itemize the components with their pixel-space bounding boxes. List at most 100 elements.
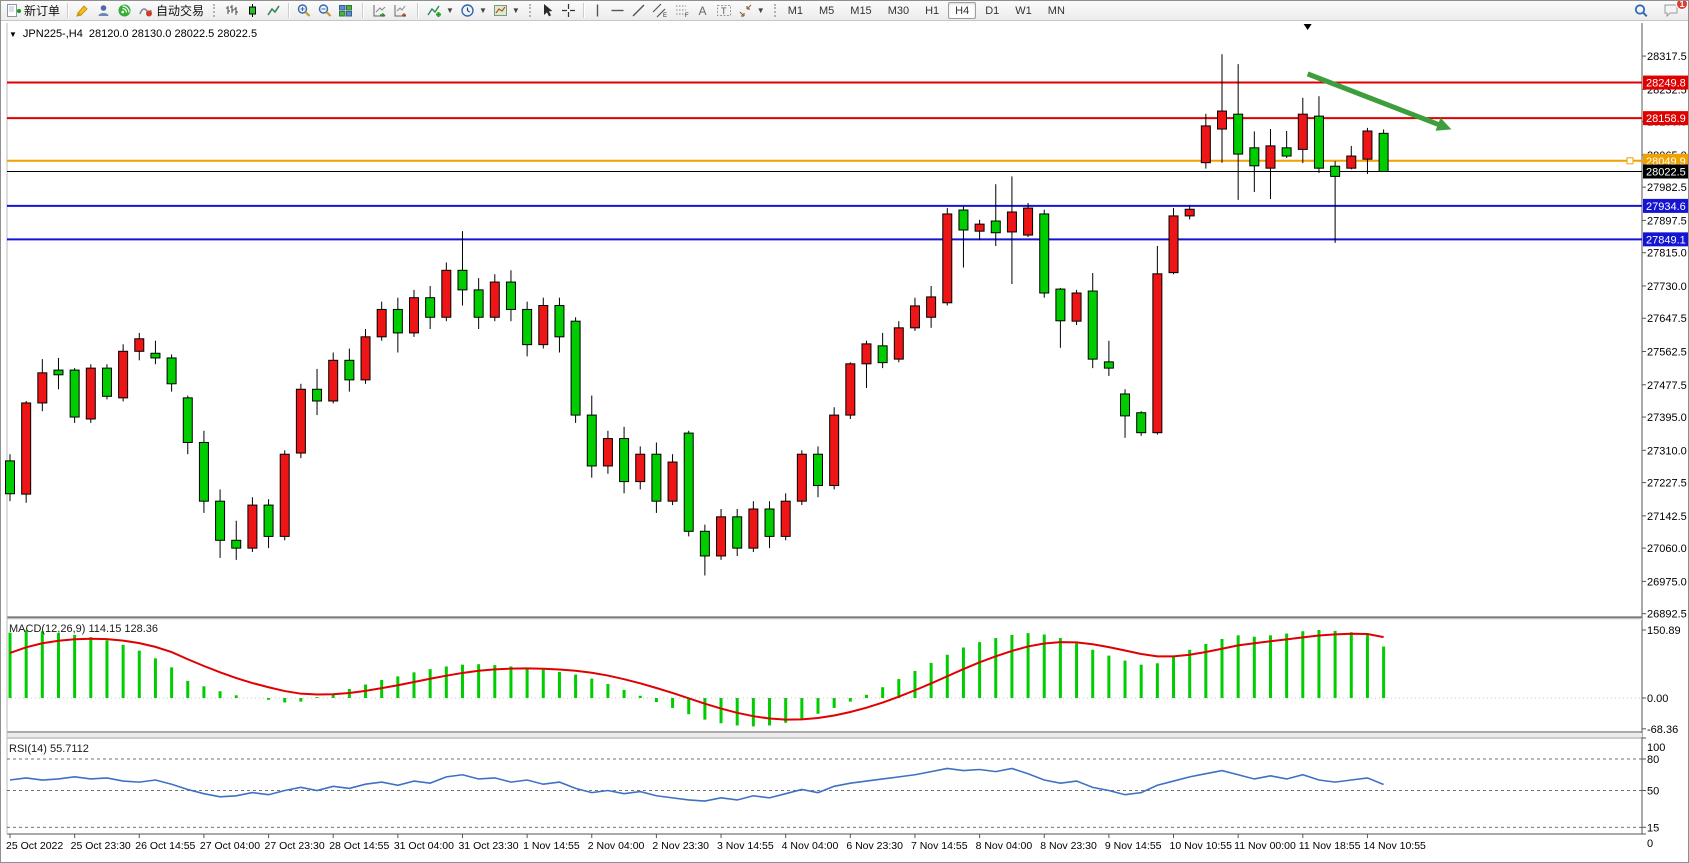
candle bbox=[829, 407, 840, 490]
timeframe-m30[interactable]: M30 bbox=[887, 4, 910, 17]
timeframe-h1[interactable]: H1 bbox=[925, 4, 940, 17]
candle bbox=[699, 524, 710, 576]
periods-button[interactable]: ▼ bbox=[457, 2, 490, 20]
candle bbox=[1071, 289, 1082, 326]
separator bbox=[582, 3, 584, 18]
text-button[interactable]: A bbox=[693, 2, 713, 20]
crosshair-button[interactable] bbox=[558, 2, 579, 20]
level-lines-layer bbox=[7, 81, 1642, 241]
chart-shift-icon bbox=[393, 3, 408, 18]
zoom-in-button[interactable] bbox=[293, 2, 314, 20]
candle bbox=[441, 262, 452, 322]
candle bbox=[1265, 129, 1276, 200]
candle bbox=[344, 348, 355, 392]
highlighter-button[interactable] bbox=[72, 2, 93, 20]
candlestick-chart-icon bbox=[245, 3, 260, 18]
notification-badge: 1 bbox=[1676, 1, 1688, 10]
candle bbox=[635, 446, 646, 490]
candle bbox=[37, 359, 48, 412]
price-tag-28022.5: 28022.5 bbox=[1643, 164, 1688, 179]
level-line-handle[interactable] bbox=[1626, 157, 1634, 165]
separator bbox=[67, 3, 69, 18]
candle bbox=[538, 297, 549, 349]
candle bbox=[877, 332, 888, 369]
vertical-line-button[interactable] bbox=[588, 2, 607, 20]
svg-text:26 Oct 14:55: 26 Oct 14:55 bbox=[135, 840, 195, 852]
svg-text:3 Nov 14:55: 3 Nov 14:55 bbox=[717, 840, 774, 852]
separator bbox=[362, 3, 364, 18]
svg-text:2 Nov 04:00: 2 Nov 04:00 bbox=[588, 840, 645, 852]
chat-button[interactable]: 1 bbox=[1660, 1, 1688, 20]
macd-panel: 150.89 0.00 -68.36 bbox=[7, 625, 1681, 736]
indicators-icon bbox=[427, 3, 442, 18]
svg-text:6 Nov 23:30: 6 Nov 23:30 bbox=[846, 840, 903, 852]
toolbar-grip[interactable] bbox=[213, 4, 216, 17]
cursor-button[interactable] bbox=[537, 2, 558, 20]
svg-text:4 Nov 04:00: 4 Nov 04:00 bbox=[782, 840, 839, 852]
chevron-down-icon: ▼ bbox=[511, 6, 520, 15]
tile-windows-button[interactable] bbox=[335, 2, 356, 20]
candle bbox=[101, 364, 112, 400]
candle bbox=[473, 278, 484, 329]
equidistant-channel-button[interactable]: E bbox=[649, 2, 671, 20]
separator bbox=[417, 3, 419, 18]
timeframe-mn[interactable]: MN bbox=[1047, 4, 1065, 17]
price-axis: 28317.528232.528150.028065.027982.527897… bbox=[1642, 51, 1687, 621]
candle bbox=[489, 274, 500, 322]
trendline-button[interactable] bbox=[628, 2, 649, 20]
candle bbox=[667, 454, 678, 506]
candle bbox=[1039, 209, 1050, 298]
zoom-out-button[interactable] bbox=[314, 2, 335, 20]
svg-text:0: 0 bbox=[1647, 838, 1653, 850]
candle bbox=[1168, 208, 1179, 275]
candle bbox=[602, 430, 613, 474]
svg-text:1 Nov 14:55: 1 Nov 14:55 bbox=[523, 840, 580, 852]
candle bbox=[958, 206, 969, 268]
fibonacci-button[interactable]: F bbox=[671, 2, 693, 20]
svg-text:28158.9: 28158.9 bbox=[1646, 113, 1686, 125]
timeframe-h4[interactable]: H4 bbox=[948, 2, 977, 19]
chart-shift-marker[interactable] bbox=[1303, 24, 1312, 30]
timeframe-m15[interactable]: M15 bbox=[850, 4, 872, 17]
chart-dropdown-icon[interactable]: ▼ bbox=[9, 29, 17, 39]
cursor-icon bbox=[540, 3, 555, 18]
candle bbox=[5, 454, 15, 502]
profile-button[interactable] bbox=[93, 2, 114, 20]
horizontal-line-button[interactable] bbox=[607, 2, 628, 20]
text-label-button[interactable]: T bbox=[713, 2, 735, 20]
svg-text:25 Oct 23:30: 25 Oct 23:30 bbox=[71, 840, 131, 852]
timeframe-m5[interactable]: M5 bbox=[819, 4, 835, 17]
timeframe-d1[interactable]: D1 bbox=[985, 4, 1000, 17]
periods-icon bbox=[460, 3, 475, 18]
chart-shift-button[interactable] bbox=[390, 2, 411, 20]
svg-text:0.00: 0.00 bbox=[1647, 693, 1668, 705]
bar-chart-button[interactable] bbox=[221, 2, 242, 20]
candle bbox=[586, 395, 597, 478]
auto-trading-button[interactable]: 自动交易 bbox=[135, 2, 207, 20]
arrows-button[interactable]: ▼ bbox=[735, 2, 768, 20]
new-order-button[interactable]: 新订单 bbox=[3, 2, 63, 20]
svg-text:28022.5: 28022.5 bbox=[1646, 167, 1686, 179]
candle bbox=[1249, 131, 1260, 193]
auto-scroll-icon bbox=[372, 3, 387, 18]
indicators-button[interactable]: ▼ bbox=[424, 2, 457, 20]
svg-text:28 Oct 14:55: 28 Oct 14:55 bbox=[329, 840, 389, 852]
toolbar-grip[interactable] bbox=[528, 4, 531, 17]
line-chart-button[interactable] bbox=[263, 2, 284, 20]
candle bbox=[1297, 97, 1308, 164]
svg-text:27849.1: 27849.1 bbox=[1646, 234, 1686, 246]
templates-button[interactable]: ▼ bbox=[490, 2, 523, 20]
timeframe-w1[interactable]: W1 bbox=[1015, 4, 1032, 17]
chart-canvas: 28317.528232.528150.028065.027982.527897… bbox=[5, 23, 1688, 852]
candle bbox=[376, 301, 387, 341]
trend-arrow-annotation[interactable] bbox=[1306, 71, 1452, 131]
auto-scroll-button[interactable] bbox=[369, 2, 390, 20]
signals-button[interactable] bbox=[114, 2, 135, 20]
toolbar-grip[interactable] bbox=[773, 4, 776, 17]
price-tags-layer: 28249.828158.928049.928022.527934.627849… bbox=[1643, 75, 1688, 247]
timeframe-m1[interactable]: M1 bbox=[787, 4, 803, 17]
svg-text:31 Oct 04:00: 31 Oct 04:00 bbox=[394, 840, 454, 852]
candlestick-chart-button[interactable] bbox=[242, 2, 263, 20]
search-button[interactable] bbox=[1630, 2, 1652, 20]
